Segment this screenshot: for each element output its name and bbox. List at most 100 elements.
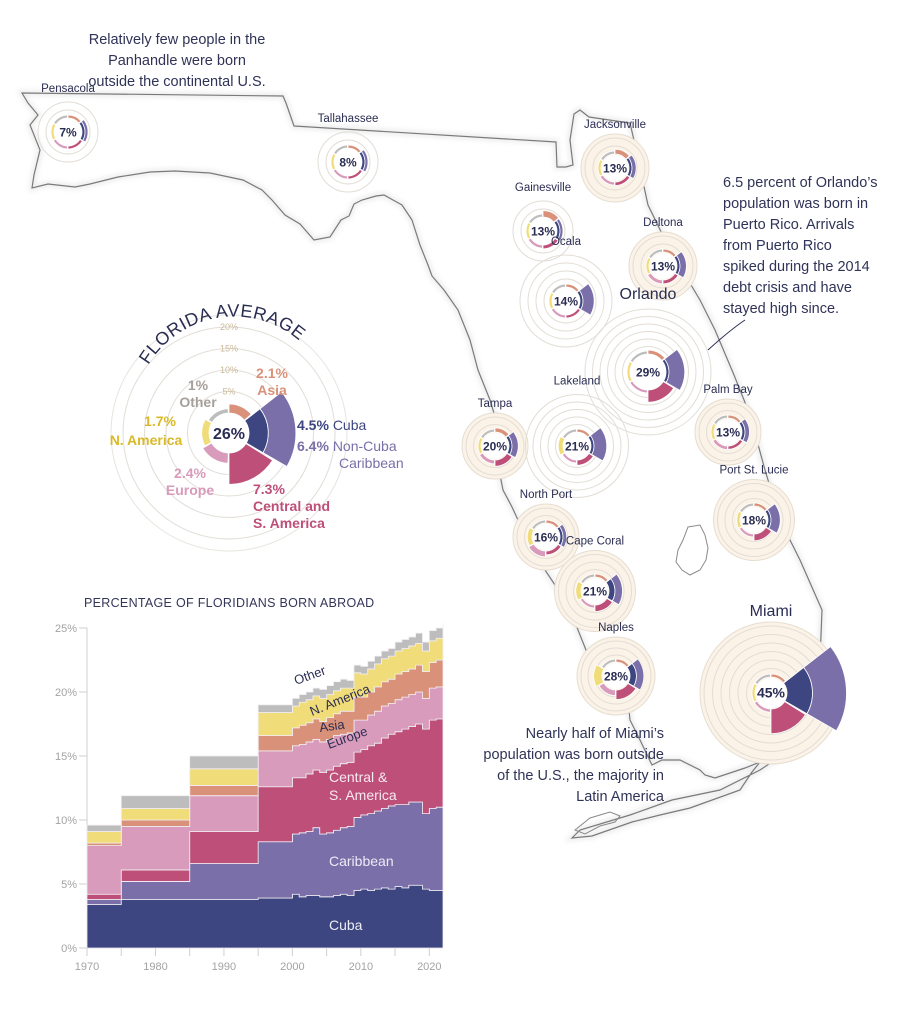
florida-average-polar: 26% 5% 10% 15% 20% [110,314,348,552]
wedge-caribbean [555,218,564,242]
city-total-label: 14% [554,295,578,309]
center-disc [715,419,741,445]
annotation-panhandle: Relatively few people in the Panhandle w… [62,30,292,93]
wedge-europe [599,174,615,186]
legend-other-value: 1% [188,377,209,393]
center-disc [530,218,556,244]
wedge-other [601,658,616,670]
wedge-n_america [710,422,717,441]
center-disc [603,663,629,689]
wedge-other [562,428,577,440]
wedge-central_s_america [614,174,631,186]
annotation-line: Relatively few people in the [88,32,266,48]
wedge-central_s_america [67,138,83,150]
city-name-label: North Port [520,489,573,501]
wedge-central_s_america [662,272,679,285]
city-chart-tallahassee: 8% Tallahassee [317,113,379,193]
city-name-label: Jacksonville [584,119,646,131]
wedge-caribbean [610,573,623,606]
wedge-central_s_america [727,438,744,450]
ring-gridline [584,137,646,199]
annotation-line: outside the continental U.S. [88,74,266,90]
city-total-label: 21% [583,585,607,599]
legend-asia-value: 2.1% [256,365,288,381]
annotation-line: Panhandle were born [108,53,246,69]
wedge-caribbean [578,283,595,316]
wedge-n_america [597,158,604,177]
y-tick-label: 20% [55,687,77,699]
wedge-n_america [330,152,337,171]
wedge-europe [629,380,648,394]
wedge-europe [52,138,68,150]
annotation-miami: Nearly half of Miami’s population was bo… [470,724,664,808]
wedge-other [580,573,595,585]
wedge-n_america [557,436,566,456]
city-chart-pensacola: 7% Pensacola [37,83,99,163]
legend-asia-name: Asia [257,382,287,398]
city-name-label: Pensacola [41,83,95,95]
wedge-other [648,248,663,260]
ring-gridline [584,308,712,436]
city-total-label: 18% [742,514,766,528]
city-chart-miami: 45% Miami [699,603,847,765]
wedge-asia [594,573,609,583]
lake-okeechobee [675,524,709,576]
city-name-label: Orlando [620,286,677,303]
center-disc [55,119,81,145]
city-chart-jacksonville: 13% Jacksonville [580,119,650,203]
wedge-other [739,502,754,514]
city-chart-tampa: 20% Tampa [461,398,529,480]
annotation-line: debt crisis and have [723,280,852,296]
center-disc [553,288,579,314]
ring-gridline [520,208,566,254]
wedge-europe [528,543,546,558]
wedge-other [629,350,648,364]
wedge-n_america [201,418,213,447]
center-disc [582,578,608,604]
ring-gridline [532,401,622,491]
wedge-caribbean [360,149,369,173]
wedge-caribbean [259,391,297,467]
city-chart-lakeland: 21% Lakeland [525,376,629,498]
wedge-asia [727,414,742,424]
legend-central-s-america: 7.3% [253,481,285,497]
annotation-line: Nearly half of Miami’s [525,726,664,742]
city-chart-ocala: 14% Ocala [519,236,613,348]
ring-gridline [580,640,652,712]
ring-gridline [724,490,784,550]
center-disc [741,507,767,533]
ring-gridline [607,331,689,413]
center-disc [564,433,590,459]
wedge-asia [615,658,630,668]
wedge-europe [527,237,543,249]
series-label: S. America [329,787,397,803]
city-chart-north-port: 16% North Port [512,489,580,571]
legend-other-name: Other [179,394,217,410]
center-disc [533,524,559,550]
wedge-caribbean [558,523,568,548]
wedge-caribbean [507,431,519,459]
city-total-label: 13% [651,260,675,274]
center-disc [650,253,676,279]
legend-n-america-name: N. America [110,432,183,448]
wedge-asia [347,144,362,154]
area-chart-title: PERCENTAGE OF FLORIDIANS BORN ABROAD [84,596,375,610]
x-tick-label: 1980 [143,961,167,973]
wedge-central_s_america [565,307,581,319]
wedge-n_america [548,291,555,310]
wedge-other [551,283,566,295]
wedge-central_s_america [545,543,562,556]
city-total-label: 13% [716,426,740,440]
city-name-label: Cape Coral [566,536,624,548]
center-disc [602,155,628,181]
florida-average-title: FLORIDA AVERAGE [135,301,309,368]
annotation-line: Puerto Rico. Arrivals [723,217,855,233]
city-total-label: 7% [59,126,77,140]
center-disc [631,355,665,389]
wedge-europe [478,452,495,465]
ring-gridline [524,515,568,559]
x-tick-label: 2010 [349,961,373,973]
legend-cuba: 4.5% Cuba [297,417,366,433]
